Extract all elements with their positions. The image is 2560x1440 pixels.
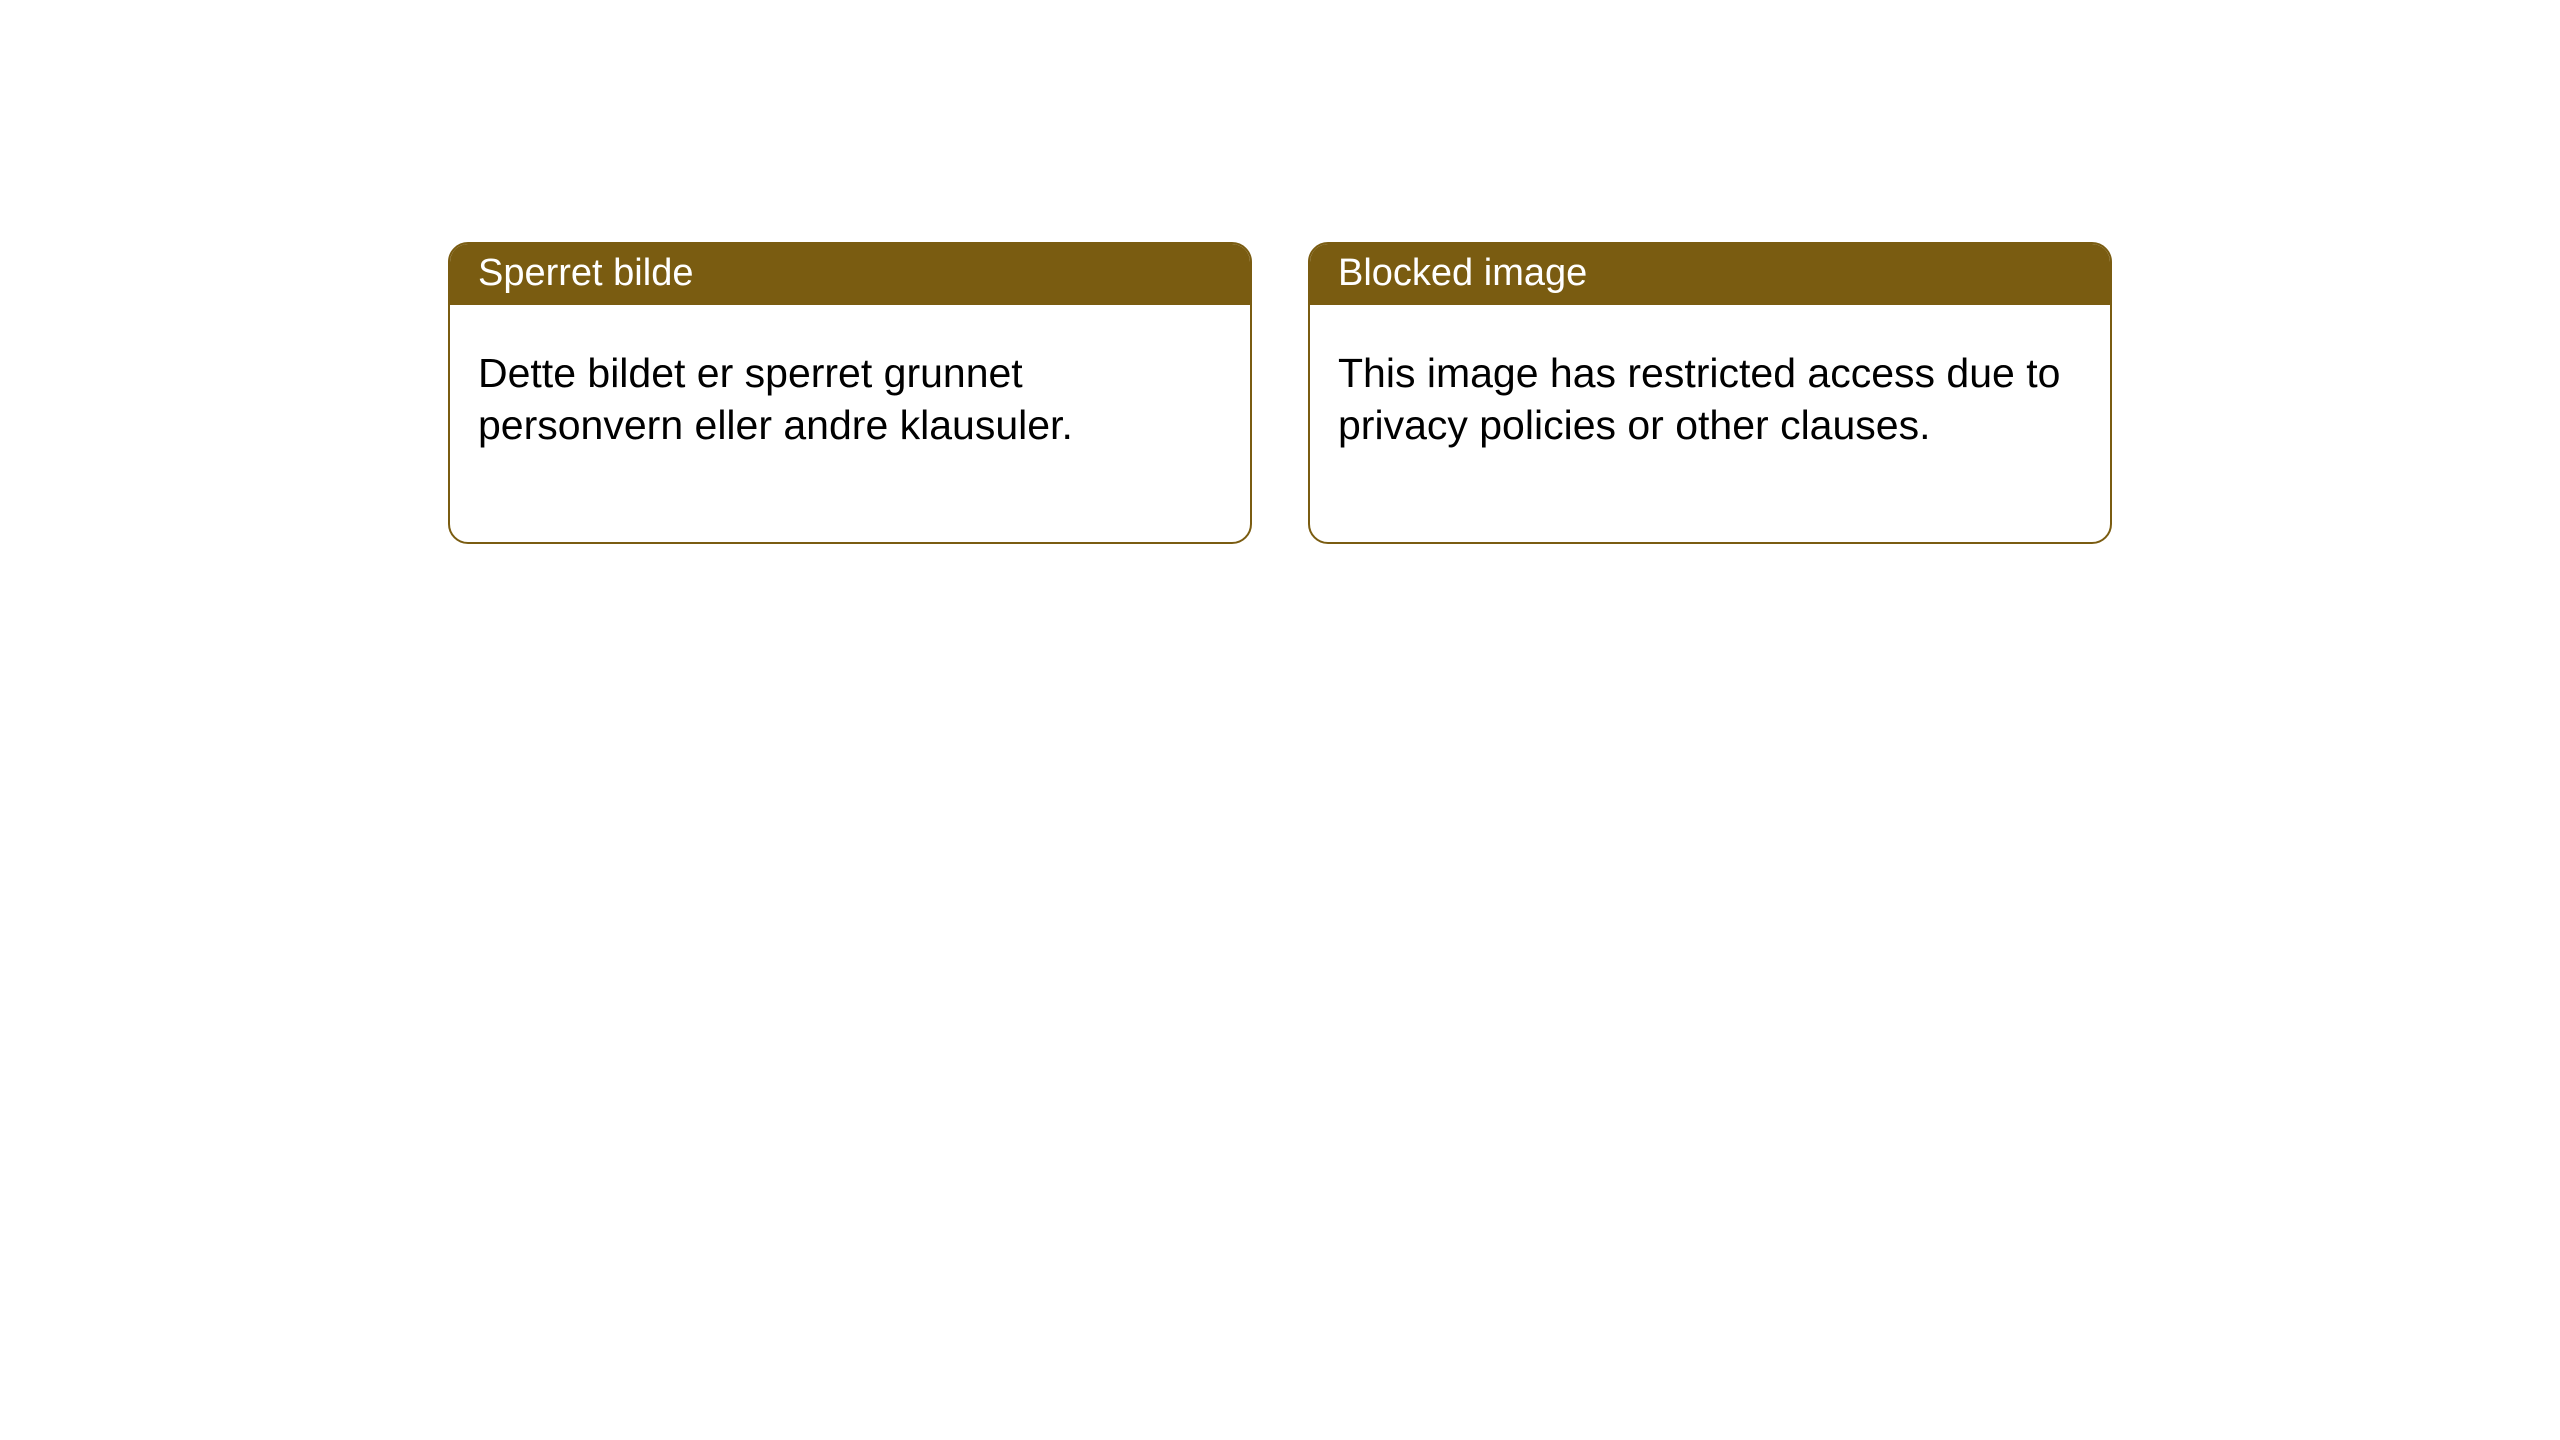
- panel-title: Blocked image: [1310, 244, 2110, 305]
- panel-body-text: Dette bildet er sperret grunnet personve…: [450, 305, 1250, 542]
- notice-container: Sperret bilde Dette bildet er sperret gr…: [0, 0, 2560, 544]
- panel-english: Blocked image This image has restricted …: [1308, 242, 2112, 544]
- panel-norwegian: Sperret bilde Dette bildet er sperret gr…: [448, 242, 1252, 544]
- panel-body-text: This image has restricted access due to …: [1310, 305, 2110, 542]
- panel-title: Sperret bilde: [450, 244, 1250, 305]
